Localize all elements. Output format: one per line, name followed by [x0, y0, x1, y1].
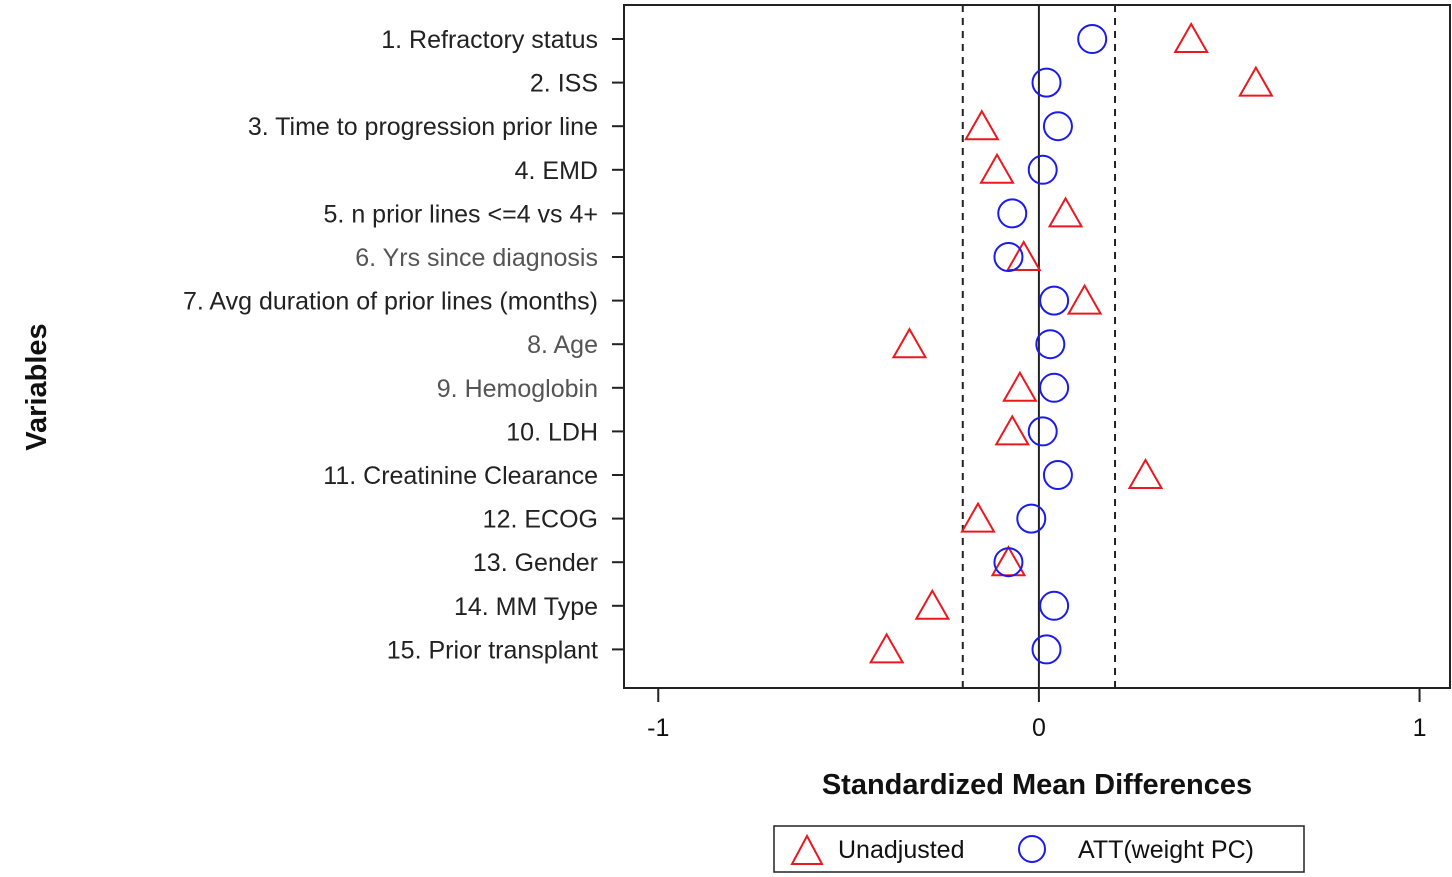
- att-weighted-point: [1035, 329, 1066, 360]
- att-weighted-point: [1016, 503, 1047, 534]
- legend: Unadjusted ATT(weight PC): [773, 825, 1305, 873]
- plot-frame: [623, 4, 1451, 689]
- unadjusted-point: [1127, 457, 1164, 489]
- x-tick-label: 1: [1413, 714, 1427, 742]
- y-tick-label: 14. MM Type: [454, 593, 598, 621]
- y-tick-label: 3. Time to progression prior line: [248, 113, 598, 141]
- y-tick-label: 10. LDH: [506, 418, 598, 446]
- unadjusted-point: [964, 109, 1000, 141]
- att-weighted-point: [997, 198, 1028, 229]
- att-weighted-point: [993, 242, 1024, 272]
- att-weighted-point: [1042, 111, 1073, 142]
- y-axis-ticks: [612, 38, 624, 651]
- att-weighted-point: [1027, 416, 1058, 447]
- y-tick-label: 11. Creatinine Clearance: [323, 462, 598, 490]
- data-markers: [868, 21, 1274, 665]
- y-axis-labels: 1. Refractory status 2. ISS 3. Time to pro…: [183, 26, 598, 664]
- att-weighted-point: [1042, 460, 1073, 490]
- att-weighted-point: [1039, 372, 1070, 403]
- y-tick-label: 1. Refractory status: [381, 26, 598, 54]
- unadjusted-point: [1002, 370, 1038, 402]
- att-weighted-point: [1039, 590, 1070, 621]
- unadjusted-point: [994, 414, 1030, 446]
- y-tick-label: 7. Avg duration of prior lines (months): [183, 288, 598, 316]
- y-tick-label: 2. ISS: [530, 70, 598, 98]
- y-axis-title: Variables: [21, 323, 53, 450]
- legend-box: [773, 825, 1305, 873]
- x-tick-label: -1: [647, 714, 669, 742]
- unadjusted-point: [1005, 239, 1042, 271]
- y-tick-label: 9. Hemoglobin: [437, 375, 598, 403]
- att-weighted-point: [1039, 285, 1070, 316]
- att-weighted-point: [1027, 154, 1058, 185]
- unadjusted-point: [1047, 196, 1084, 228]
- unadjusted-point: [1173, 21, 1209, 53]
- unadjusted-point: [868, 632, 905, 664]
- y-tick-label: 5. n prior lines <=4 vs 4+: [324, 200, 598, 228]
- x-tick-label: 0: [1032, 714, 1046, 742]
- att-weighted-point: [1031, 634, 1062, 665]
- att-weighted-point: [993, 547, 1024, 578]
- legend-label-unadjusted: Unadjusted: [838, 836, 964, 864]
- x-axis-labels: -1 0 1: [647, 714, 1426, 742]
- y-tick-label: 15. Prior transplant: [387, 636, 598, 664]
- unadjusted-point: [1066, 283, 1103, 315]
- reference-lines: [961, 5, 1117, 688]
- legend-circle-icon: [1018, 835, 1046, 863]
- x-axis-title: Standardized Mean Differences: [822, 769, 1252, 801]
- att-weighted-point: [1031, 67, 1062, 98]
- y-tick-label: 4. EMD: [515, 157, 598, 185]
- unadjusted-point: [1238, 65, 1274, 97]
- unadjusted-point: [914, 588, 951, 620]
- unadjusted-point: [891, 327, 928, 359]
- unadjusted-point: [960, 501, 996, 533]
- y-tick-label: 8. Age: [527, 331, 598, 359]
- x-axis-ticks: [657, 688, 1421, 702]
- y-tick-label: 6. Yrs since diagnosis: [355, 244, 598, 272]
- y-tick-label: 13. Gender: [473, 549, 598, 577]
- legend-label-att: ATT(weight PC): [1078, 836, 1254, 864]
- y-tick-label: 12. ECOG: [483, 506, 598, 534]
- unadjusted-point: [979, 152, 1015, 184]
- att-weighted-point: [1077, 24, 1108, 54]
- legend-triangle-icon: [790, 833, 824, 865]
